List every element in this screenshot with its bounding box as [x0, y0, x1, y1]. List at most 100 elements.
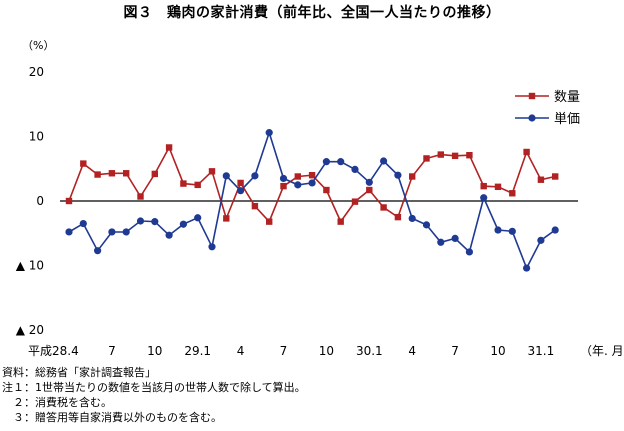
data-point — [337, 158, 345, 166]
y-tick-label: 0 — [36, 194, 44, 208]
data-point — [237, 179, 244, 187]
legend-marker — [528, 92, 536, 100]
x-tick-label: 7 — [451, 344, 459, 358]
legend-label: 単価 — [554, 111, 580, 127]
data-point — [551, 226, 559, 234]
data-point — [294, 181, 302, 189]
data-point — [208, 243, 216, 251]
data-point — [280, 182, 287, 190]
data-point — [294, 173, 301, 180]
y-tick-label: 20 — [29, 65, 44, 79]
data-point — [179, 220, 187, 228]
data-point — [165, 144, 173, 151]
data-point — [251, 202, 259, 210]
data-point — [79, 219, 87, 228]
y-tick-label: 10 — [29, 130, 44, 144]
x-tick-label: 10 — [147, 344, 162, 358]
data-point — [136, 217, 145, 225]
data-point — [422, 221, 431, 229]
data-point — [108, 170, 116, 177]
line-chart: （%） 20 10 0 ▲ 10 ▲ 20 平成28.4 7 10 29.1 4 7 10 30.1 4… — [16, 39, 624, 358]
data-point — [466, 152, 473, 159]
data-point — [265, 129, 273, 137]
data-point — [323, 186, 330, 194]
data-point — [108, 228, 116, 236]
data-point — [65, 197, 73, 205]
data-point — [208, 168, 216, 175]
data-point — [94, 247, 102, 255]
data-point — [366, 186, 373, 194]
y-axis-unit-label: （%） — [22, 39, 54, 52]
data-point — [151, 218, 159, 226]
x-tick-label: 7 — [280, 344, 288, 358]
data-point — [308, 179, 316, 187]
series-quantity — [65, 144, 559, 225]
data-point — [151, 170, 158, 178]
y-tick-label: ▲ 10 — [16, 259, 44, 273]
footnote-1: 注１：1世帯当たりの数値を当該月の世帯人数で除して算出。 — [2, 381, 306, 394]
data-point — [409, 173, 416, 180]
data-point — [279, 174, 288, 183]
data-point — [223, 215, 230, 222]
data-point — [437, 151, 444, 158]
data-point — [165, 231, 173, 239]
data-point — [266, 218, 273, 225]
data-point — [380, 204, 387, 211]
data-point — [523, 264, 531, 272]
data-point — [122, 228, 130, 236]
data-point — [80, 160, 87, 167]
series-unit-price — [65, 129, 559, 272]
x-axis-ticks: 平成28.4 7 10 29.1 4 7 10 30.1 4 7 10 31.1 — [28, 344, 554, 358]
data-point — [365, 178, 373, 186]
data-point — [494, 226, 502, 234]
data-point — [222, 172, 230, 180]
x-axis-unit-label: （年. 月） — [580, 344, 624, 358]
data-point — [509, 190, 516, 197]
legend-label: 数量 — [554, 90, 580, 105]
data-point — [322, 158, 330, 166]
data-point — [480, 182, 487, 190]
y-axis-ticks: 20 10 0 ▲ 10 ▲ 20 — [16, 65, 44, 337]
data-point — [137, 193, 144, 200]
data-point — [394, 213, 402, 221]
footnote-2: ２：消費税を含む。 — [2, 396, 112, 409]
data-point — [251, 172, 259, 180]
data-point — [123, 170, 130, 177]
data-point — [94, 171, 101, 178]
data-point — [523, 148, 530, 156]
y-tick-label: ▲ 20 — [16, 323, 44, 337]
x-tick-label: 30.1 — [356, 344, 383, 358]
data-point — [394, 171, 402, 179]
data-point — [180, 180, 187, 187]
x-tick-label: 4 — [237, 344, 245, 358]
data-point — [194, 214, 202, 222]
x-tick-label: 4 — [408, 344, 416, 358]
data-point — [437, 238, 445, 246]
data-point — [508, 227, 516, 235]
data-point — [308, 172, 316, 179]
data-point — [537, 236, 545, 244]
footnote-3: ３：贈答用等自家消費以外のものを含む。 — [2, 411, 222, 424]
x-tick-label: 10 — [490, 344, 505, 358]
x-tick-label: 29.1 — [184, 344, 211, 358]
data-point — [451, 234, 459, 243]
x-tick-label: 7 — [108, 344, 116, 358]
x-tick-label: 平成28.4 — [28, 344, 79, 358]
data-point — [552, 173, 559, 180]
series-layer — [65, 129, 559, 272]
x-tick-label: 10 — [319, 344, 334, 358]
chart-title: 図３ 鶏肉の家計消費（前年比、全国一人当たりの推移） — [123, 5, 501, 21]
data-point — [465, 248, 473, 256]
data-point — [451, 152, 459, 160]
data-point — [351, 165, 359, 173]
data-point — [537, 176, 545, 183]
data-point — [237, 187, 245, 195]
data-point — [494, 183, 502, 191]
data-point — [351, 198, 359, 205]
source-note: 資料：総務省「家計調査報告」 — [2, 366, 156, 379]
data-point — [65, 228, 73, 236]
x-tick-label: 31.1 — [528, 344, 555, 358]
data-point — [480, 194, 488, 202]
data-point — [194, 181, 201, 189]
